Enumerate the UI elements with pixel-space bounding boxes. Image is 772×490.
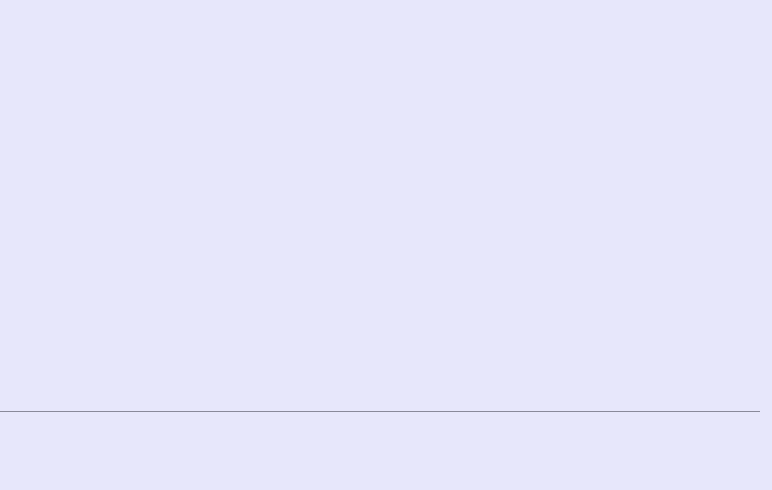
statistics-table	[0, 411, 760, 490]
chart-canvas[interactable]	[0, 0, 772, 412]
trend-arrows	[756, 411, 772, 490]
